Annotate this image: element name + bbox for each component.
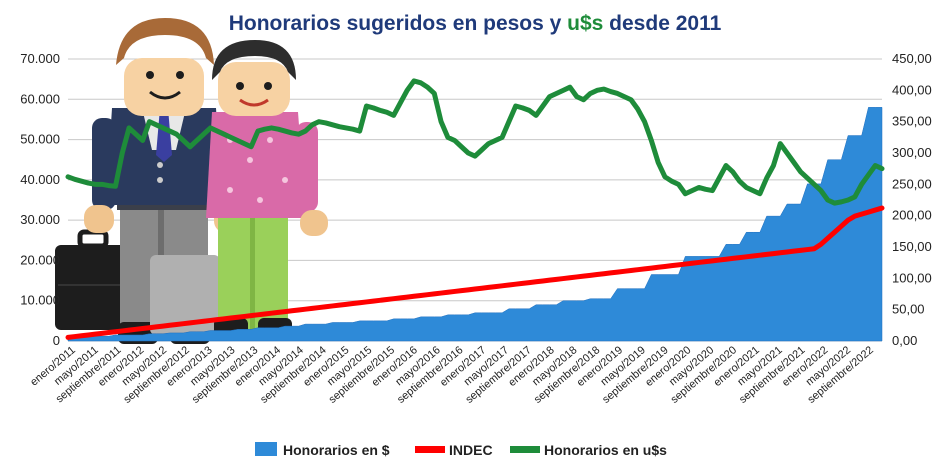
series-line-indec bbox=[65, 205, 885, 340]
left-axis-tick-label: 60.000 bbox=[20, 91, 60, 106]
series-line-honorarios-usd bbox=[65, 78, 885, 206]
chart-title-part: desde 2011 bbox=[603, 12, 721, 35]
right-axis-tick-label: 150,00 bbox=[892, 239, 932, 254]
series-area-honorarios-pesos bbox=[67, 107, 883, 342]
x-axis-ticks: enero/2011mayo/2011septiembre/2011enero/… bbox=[28, 344, 876, 406]
right-axis-tick-label: 450,00 bbox=[892, 51, 932, 66]
right-axis-tick-label: 250,00 bbox=[892, 176, 932, 191]
series-line-layer bbox=[65, 78, 885, 340]
left-axis-tick-label: 30.000 bbox=[20, 212, 60, 227]
legend-swatch bbox=[415, 446, 445, 453]
left-axis-tick-label: 0 bbox=[53, 333, 60, 348]
left-axis-tick-label: 20.000 bbox=[20, 252, 60, 267]
chart-title-part: Honorarios sugeridos en pesos y bbox=[229, 12, 567, 35]
legend-label: Honorarios en $ bbox=[283, 442, 390, 458]
right-axis-tick-label: 100,00 bbox=[892, 270, 932, 285]
playmobil-figures-illustration bbox=[55, 18, 328, 344]
left-axis-tick-label: 40.000 bbox=[20, 172, 60, 187]
right-axis-tick-label: 300,00 bbox=[892, 145, 932, 160]
right-axis-tick-label: 350,00 bbox=[892, 114, 932, 129]
chart-title-part: u$s bbox=[567, 12, 603, 35]
legend-swatch bbox=[510, 446, 540, 453]
left-axis-tick-label: 70.000 bbox=[20, 51, 60, 66]
legend-label: Honorarios en u$s bbox=[544, 442, 667, 458]
left-axis-ticks: 0 10.000 20.000 30.000 40.000 50.000 60.000 70.… bbox=[20, 51, 60, 348]
right-axis-tick-label: 0,00 bbox=[892, 333, 917, 348]
right-axis-tick-label: 400,00 bbox=[892, 82, 932, 97]
chart-title: Honorarios sugeridos en pesos y u$s desd… bbox=[229, 12, 722, 35]
legend-label: INDEC bbox=[449, 442, 493, 458]
left-axis-tick-label: 50.000 bbox=[20, 132, 60, 147]
right-axis-ticks: 0,00 50,00 100,00 150,00 200,00 250,00 300,00 3… bbox=[892, 51, 932, 348]
left-axis-tick-label: 10.000 bbox=[20, 293, 60, 308]
legend-swatch bbox=[255, 442, 277, 456]
series-area-layer bbox=[67, 107, 883, 342]
legend: Honorarios en $ INDEC Honorarios en u$s bbox=[255, 442, 667, 458]
right-axis-tick-label: 200,00 bbox=[892, 208, 932, 223]
right-axis-tick-label: 50,00 bbox=[892, 302, 925, 317]
